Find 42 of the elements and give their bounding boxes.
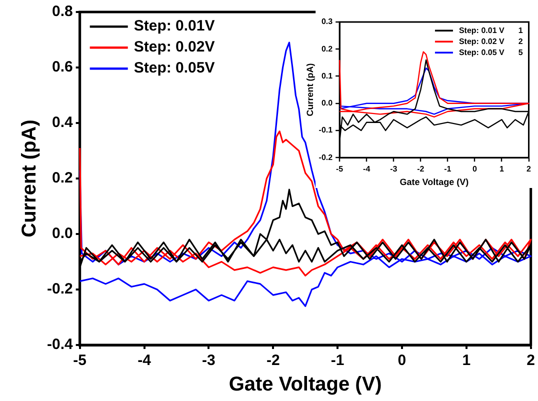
y-tick-label: 0.2 xyxy=(321,44,334,54)
y-tick-label: -0.2 xyxy=(46,280,73,298)
y-axis-title: Current (pA) xyxy=(18,120,41,238)
y-tick-label: 0.6 xyxy=(52,58,73,76)
legend-label: Step: 0.05 V xyxy=(458,48,505,57)
x-tick-label: -1 xyxy=(444,164,452,174)
y-tick-label: 0.0 xyxy=(52,225,73,242)
y-tick-label: -0.2 xyxy=(318,152,334,162)
x-tick-label: -2 xyxy=(417,164,425,174)
x-tick-label: 0 xyxy=(398,352,406,370)
y-tick-label: 0.4 xyxy=(52,114,74,132)
y-tick-label: -0.4 xyxy=(46,336,74,354)
y-axis-title: Current (pA) xyxy=(304,63,315,116)
legend-label: Step: 0.02 V xyxy=(458,36,505,46)
annotation: 1 xyxy=(518,26,524,35)
x-tick-label: -5 xyxy=(336,164,344,174)
legend-label: Step: 0.02V xyxy=(134,38,215,56)
x-tick-label: 1 xyxy=(462,352,471,370)
annotation: 5 xyxy=(518,48,524,57)
annotation: 2 xyxy=(518,36,524,46)
x-tick-label: -4 xyxy=(138,352,152,370)
x-axis-title: Gate Voltage (V) xyxy=(228,374,382,396)
x-tick-label: -3 xyxy=(390,164,398,174)
x-axis-title: Gate Voltage (V) xyxy=(400,177,469,188)
x-tick-label: -5 xyxy=(73,352,87,370)
y-tick-label: 0.3 xyxy=(321,17,334,26)
y-tick-label: 0.0 xyxy=(321,98,334,108)
x-tick-label: -3 xyxy=(202,352,216,370)
legend-label: Step: 0.05V xyxy=(134,60,215,77)
x-tick-label: -4 xyxy=(363,164,371,174)
x-tick-label: -1 xyxy=(330,352,344,370)
x-tick-label: 2 xyxy=(526,164,532,174)
x-tick-label: 2 xyxy=(526,352,535,370)
legend-label: Step: 0.01 V xyxy=(458,26,505,35)
y-tick-label: 0.2 xyxy=(52,170,73,187)
y-tick-label: -0.1 xyxy=(318,126,334,135)
y-tick-label: 0.1 xyxy=(321,71,334,80)
y-tick-label: 0.8 xyxy=(52,3,73,20)
legend-label: Step: 0.01V xyxy=(134,18,215,35)
x-tick-label: -2 xyxy=(266,352,280,370)
x-tick-label: 1 xyxy=(500,164,505,174)
x-tick-label: 0 xyxy=(472,164,478,174)
